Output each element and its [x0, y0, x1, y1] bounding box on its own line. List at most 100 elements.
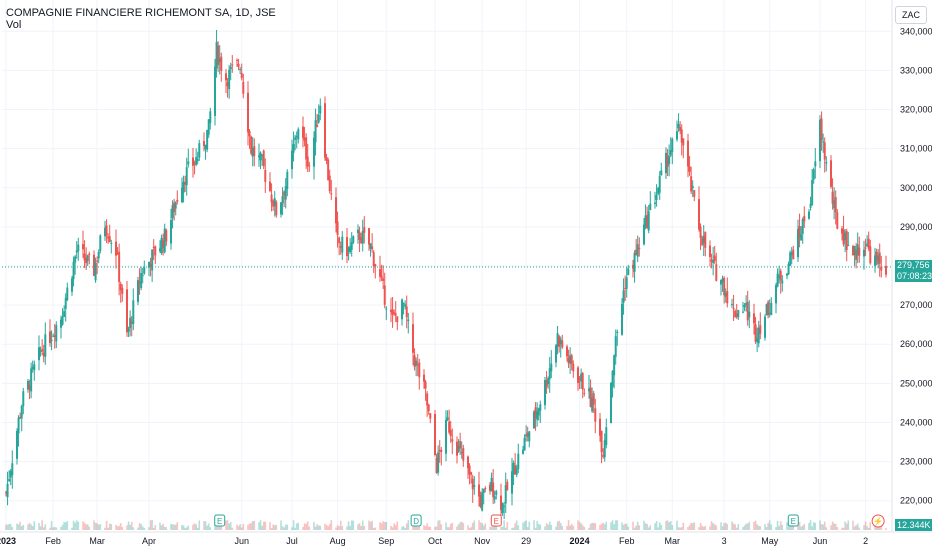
volume-bar — [396, 521, 399, 530]
candle-body — [605, 427, 608, 446]
candle-body — [657, 188, 660, 195]
volume-bar — [481, 523, 483, 530]
volume-bar — [83, 522, 86, 530]
candle-body — [239, 69, 242, 71]
candle-body — [209, 111, 212, 124]
candle-body — [726, 291, 729, 304]
volume-bar — [434, 526, 436, 530]
candle-body — [786, 273, 788, 276]
x-tick-label: Aug — [330, 536, 346, 546]
candle-body — [567, 357, 570, 364]
candle-body — [242, 81, 245, 94]
volume-bar — [141, 526, 144, 530]
candle-body — [583, 392, 586, 394]
volume-bar — [382, 521, 384, 530]
candle-body — [724, 292, 727, 297]
volume-bar — [427, 526, 430, 530]
volume-bar — [50, 521, 53, 530]
x-tick-label: Apr — [142, 536, 156, 546]
currency-button[interactable]: ZAC — [895, 6, 927, 24]
volume-bar — [819, 520, 821, 530]
candle-body — [811, 180, 814, 205]
candle-body — [768, 312, 771, 314]
candle-body — [864, 247, 867, 249]
y-tick-label: 260,000 — [900, 339, 932, 349]
candle-body — [259, 152, 262, 161]
volume-bar — [53, 526, 56, 530]
candle-body — [561, 340, 564, 348]
candle-body — [869, 246, 872, 264]
candle-body — [743, 305, 746, 308]
candle-body — [515, 468, 518, 475]
candle-body — [264, 170, 267, 182]
volume-bar — [460, 521, 463, 530]
candle-body — [82, 244, 84, 250]
volume-bar — [380, 523, 383, 530]
volume-bar — [391, 527, 394, 530]
volume-bar — [856, 523, 859, 530]
candle-body — [627, 268, 630, 276]
volume-bar — [261, 525, 263, 530]
volume-bar — [798, 522, 801, 530]
volume-bar — [30, 524, 32, 530]
volume-bar — [184, 527, 186, 530]
candle-body — [203, 141, 205, 146]
candle-body — [566, 346, 568, 357]
volume-bar — [589, 523, 592, 530]
candle-body — [393, 312, 396, 314]
volume-bar — [605, 521, 608, 530]
volume-bar — [305, 523, 307, 530]
volume-bar — [198, 520, 201, 530]
event-marker[interactable]: D — [410, 514, 422, 527]
volume-bar — [204, 521, 207, 530]
candle-body — [316, 124, 319, 127]
candle-body — [616, 331, 619, 333]
volume-indicator-label[interactable]: Vol — [6, 19, 22, 31]
candle-body — [478, 484, 480, 497]
candle-body — [358, 232, 361, 240]
volume-bar — [368, 520, 370, 530]
event-marker[interactable]: E — [490, 514, 502, 527]
candle-body — [206, 129, 209, 150]
event-marker[interactable]: E — [787, 514, 799, 527]
y-tick-label: 270,000 — [900, 300, 932, 310]
candle-body — [20, 405, 23, 419]
volume-bar — [225, 520, 227, 530]
volume-bar — [295, 523, 298, 530]
volume-bar — [383, 521, 386, 530]
volume-bar — [715, 525, 718, 530]
volume-bar — [456, 526, 458, 530]
candle-body — [163, 228, 166, 253]
volume-bar — [11, 527, 14, 530]
volume-bar — [185, 527, 188, 530]
volume-bar — [863, 525, 865, 530]
candle-body — [754, 324, 757, 342]
candle-body — [416, 364, 419, 366]
volume-bar — [660, 524, 663, 530]
candle-body — [187, 161, 190, 165]
candle-body — [671, 138, 674, 153]
volume-bar — [19, 521, 21, 530]
candle-body — [801, 218, 804, 234]
volume-bar — [638, 525, 641, 530]
candle-body — [844, 232, 847, 241]
volume-bar — [99, 524, 102, 530]
event-marker-label: ⚡ — [873, 516, 883, 526]
event-marker[interactable]: E — [214, 514, 226, 527]
candle-body — [823, 142, 826, 160]
event-marker[interactable]: ⚡ — [871, 514, 885, 528]
volume-bar — [654, 523, 656, 530]
volume-bar — [610, 522, 612, 530]
candle-body — [324, 103, 326, 158]
candle-body — [138, 281, 141, 284]
volume-bar — [588, 527, 590, 530]
volume-bar — [756, 524, 758, 530]
volume-bar — [734, 524, 736, 530]
candle-body — [558, 336, 561, 347]
volume-bar — [162, 523, 164, 530]
volume-bar — [44, 524, 47, 530]
volume-bar — [743, 525, 746, 530]
volume-bar — [841, 527, 843, 530]
volume-bar — [440, 524, 443, 530]
